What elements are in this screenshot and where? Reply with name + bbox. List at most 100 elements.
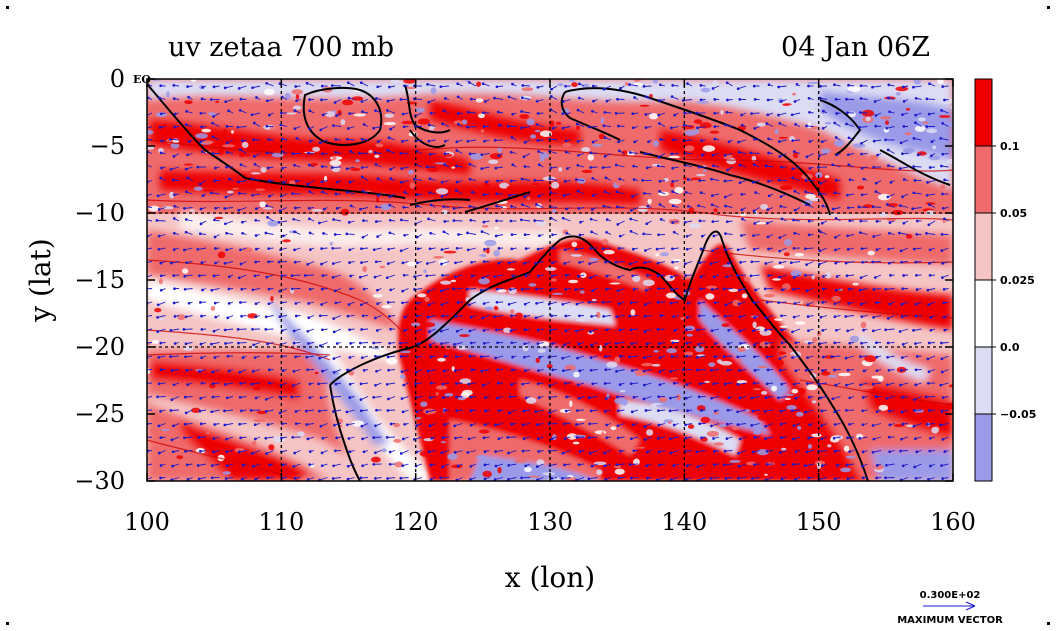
wind-vector-head <box>738 98 742 101</box>
wind-vector-head <box>724 232 727 235</box>
wind-vector-head <box>646 476 649 480</box>
wind-vector-head <box>212 329 216 333</box>
wind-vector-head <box>781 463 784 467</box>
speckle <box>665 292 677 299</box>
wind-vector-head <box>669 396 672 400</box>
wind-vector-head <box>481 384 485 387</box>
speckle <box>251 440 257 446</box>
speckle <box>651 363 661 367</box>
wind-vector-head <box>871 260 874 264</box>
wind-vector-head <box>467 303 471 307</box>
wind-vector-head <box>295 99 298 103</box>
wind-vector-head <box>373 275 377 279</box>
speckle <box>852 282 859 286</box>
wind-vector-head <box>294 302 298 305</box>
wind-vector-head <box>348 356 352 359</box>
wind-vector-head <box>737 465 741 468</box>
wind-vector-head <box>268 381 271 385</box>
wind-vector-head <box>644 409 648 412</box>
wind-vector-head <box>603 136 607 139</box>
wind-vector-head <box>914 342 917 345</box>
speckle <box>393 439 402 443</box>
wind-vector-head <box>912 191 916 195</box>
speckle <box>464 363 471 368</box>
speckle <box>737 347 746 352</box>
wind-vector-head <box>714 342 717 345</box>
wind-vector-head <box>226 354 230 358</box>
speckle <box>150 428 158 434</box>
wind-vector-head <box>725 275 728 279</box>
wind-vector-head <box>862 369 866 373</box>
wind-vector-head <box>659 218 663 221</box>
speckle <box>175 176 188 180</box>
wind-vector-head <box>576 275 580 278</box>
speckle <box>465 79 470 83</box>
wind-vector-head <box>401 112 405 116</box>
wind-vector-head <box>359 207 362 211</box>
wind-vector-head <box>494 464 498 468</box>
wind-vector-head <box>576 383 580 387</box>
wind-vector-head <box>605 218 609 221</box>
wind-vector-head <box>792 246 796 250</box>
wind-vector-head <box>561 451 565 455</box>
wind-vector-head <box>713 98 717 101</box>
wind-vector-head <box>873 100 877 103</box>
wind-vector-head <box>927 112 931 116</box>
wind-vector-head <box>587 477 591 481</box>
wind-vector-head <box>591 382 595 386</box>
wind-vector-head <box>183 248 186 252</box>
wind-vector-head <box>225 231 228 235</box>
wind-vector-head <box>587 436 591 440</box>
wind-vector-head <box>822 109 825 113</box>
wind-vector-head <box>926 381 930 385</box>
speckle <box>700 416 710 424</box>
wind-vector-head <box>617 140 620 144</box>
wind-vector-head <box>889 274 892 277</box>
speckle <box>637 205 648 213</box>
speckle <box>281 100 286 108</box>
wind-vector-head <box>619 355 622 358</box>
wind-vector-head <box>453 424 457 428</box>
speckle <box>528 283 537 287</box>
wind-vector-head <box>672 464 676 467</box>
wind-vector-head <box>293 230 296 234</box>
vector-key-value: 0.300E+02 <box>920 590 981 601</box>
wind-vector-head <box>439 476 443 480</box>
wind-vector-head <box>237 341 240 345</box>
wind-vector-head <box>237 208 241 212</box>
speckle <box>546 364 553 369</box>
wind-vector-head <box>604 397 608 400</box>
wind-vector-head <box>592 99 595 103</box>
wind-vector-head <box>511 355 514 359</box>
speckle <box>774 128 779 135</box>
wind-vector-head <box>845 383 848 387</box>
wind-vector-head <box>831 163 834 167</box>
wind-vector-head <box>264 231 268 235</box>
wind-vector-head <box>493 275 497 278</box>
speckle <box>375 143 384 148</box>
wind-vector-head <box>617 246 621 250</box>
speckle <box>684 351 694 356</box>
wind-vector-head <box>455 329 459 333</box>
wind-vector-head <box>170 261 173 265</box>
wind-vector-head <box>483 463 487 467</box>
wind-vector <box>885 288 895 290</box>
x-tick-label: 160 <box>930 508 976 536</box>
wind-vector-head <box>686 409 689 413</box>
wind-vector-head <box>443 152 447 156</box>
wind-vector-head <box>428 191 432 194</box>
wind-vector-head <box>415 410 419 414</box>
wind-vector-head <box>899 369 903 372</box>
wind-vector-head <box>294 410 298 413</box>
speckle <box>440 280 452 285</box>
wind-vector-head <box>266 423 270 426</box>
wind-vector-head <box>415 193 419 197</box>
speckle <box>893 423 905 428</box>
wind-vector <box>238 180 247 183</box>
wind-vector-head <box>697 204 700 208</box>
wind-vector-head <box>223 328 227 332</box>
wind-vector-head <box>254 302 258 306</box>
speckle <box>292 105 302 110</box>
speckle <box>332 155 337 161</box>
speckle <box>639 104 650 107</box>
